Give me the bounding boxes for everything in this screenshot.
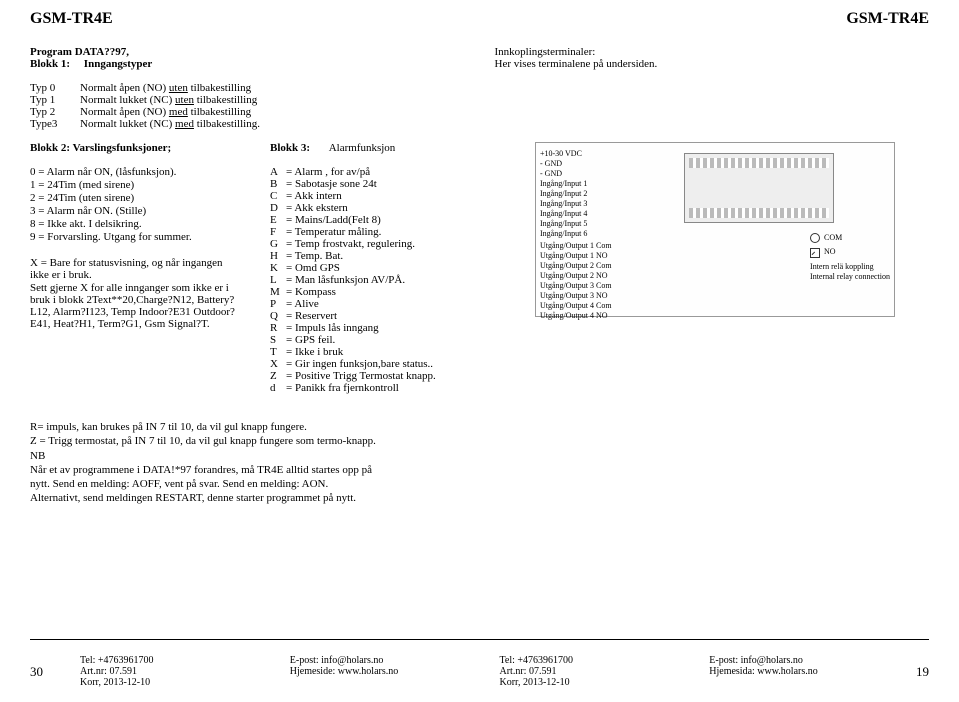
input-types-table: Typ 0Normalt åpen (NO) uten tilbakestill… xyxy=(30,82,465,130)
program-line1: Program DATA??97, xyxy=(30,46,465,58)
blokk3-item: Z= Positive Trigg Termostat knapp. xyxy=(270,370,495,382)
diagram-input-label: +10-30 VDC xyxy=(540,149,587,159)
diagram-output-label: Utgång/Output 3 Com xyxy=(540,281,612,291)
blokk2-line: 1 = 24Tim (med sirene) xyxy=(30,179,240,191)
blokk3-item: E= Mains/Ladd(Felt 8) xyxy=(270,214,495,226)
type-key: Type3 xyxy=(30,118,80,130)
blokk3-item: F= Temperatur måling. xyxy=(270,226,495,238)
diagram-input-label: Ingång/Input 6 xyxy=(540,229,587,239)
innkopling-title: Innkoplingsterminaler: xyxy=(495,46,930,58)
blokk3-item: S= GPS feil. xyxy=(270,334,495,346)
blokk2-line: Sett gjerne X for alle innganger som ikk… xyxy=(30,282,240,330)
blokk2-line: 0 = Alarm når ON, (låsfunksjon). xyxy=(30,166,240,178)
notes-block: R= impuls, kan brukes på IN 7 til 10, da… xyxy=(30,420,550,506)
blokk3-item: C= Akk intern xyxy=(270,190,495,202)
blokk2-line xyxy=(30,244,240,256)
type-val: Normalt åpen (NO) uten tilbakestilling xyxy=(80,82,465,94)
type-key: Typ 2 xyxy=(30,106,80,118)
blokk3-item: L= Man låsfunksjon AV/PÅ. xyxy=(270,274,495,286)
page-num-right: 19 xyxy=(899,664,929,680)
diagram-output-label: Utgång/Output 3 NO xyxy=(540,291,612,301)
diagram-input-label: Ingång/Input 2 xyxy=(540,189,587,199)
device-icon xyxy=(684,153,834,223)
footer-rule xyxy=(30,639,929,640)
diagram-output-label: Utgång/Output 2 NO xyxy=(540,271,612,281)
diagram-input-label: Ingång/Input 5 xyxy=(540,219,587,229)
diagram-output-label: Utgång/Output 4 NO xyxy=(540,311,612,321)
type-val: Normalt åpen (NO) med tilbakestilling xyxy=(80,106,465,118)
blokk3-item: Q= Reservert xyxy=(270,310,495,322)
diagram-output-label: Utgång/Output 1 NO xyxy=(540,251,612,261)
diagram-input-label: Ingång/Input 1 xyxy=(540,179,587,189)
blokk3-item: G= Temp frostvakt, regulering. xyxy=(270,238,495,250)
page-num-left: 30 xyxy=(30,664,60,680)
blokk2-title: Blokk 2: Varslingsfunksjoner; xyxy=(30,142,171,154)
diagram-input-label: Ingång/Input 4 xyxy=(540,209,587,219)
header-left: GSM-TR4E xyxy=(30,10,113,28)
type-key: Typ 0 xyxy=(30,82,80,94)
header-right: GSM-TR4E xyxy=(846,10,929,28)
blokk2-line: 9 = Forvarsling. Utgang for summer. xyxy=(30,231,240,243)
blokk2-line: X = Bare for statusvisning, og når ingan… xyxy=(30,257,240,281)
blokk2-line: 2 = 24Tim (uten sirene) xyxy=(30,192,240,204)
blokk3-item: D= Akk ekstern xyxy=(270,202,495,214)
blokk3-body: A= Alarm , for av/påB= Sabotasje sone 24… xyxy=(270,166,495,394)
diagram-input-label: - GND xyxy=(540,159,587,169)
blokk3-item: T= Ikke i bruk xyxy=(270,346,495,358)
footer: 30 Tel: +4763961700 Art.nr: 07.591 Korr,… xyxy=(0,655,959,688)
blokk3-item: K= Omd GPS xyxy=(270,262,495,274)
blokk3-item: H= Temp. Bat. xyxy=(270,250,495,262)
blokk3-item: A= Alarm , for av/på xyxy=(270,166,495,178)
blokk3-item: X= Gir ingen funksjon,bare status.. xyxy=(270,358,495,370)
blokk3-item: P= Alive xyxy=(270,298,495,310)
blokk2-line: 3 = Alarm når ON. (Stille) xyxy=(30,205,240,217)
diagram-input-label: Ingång/Input 3 xyxy=(540,199,587,209)
type-key: Typ 1 xyxy=(30,94,80,106)
blokk3-item: d= Panikk fra fjernkontroll xyxy=(270,382,495,394)
blokk3-item: R= Impuls lås inngang xyxy=(270,322,495,334)
terminal-diagram: +10-30 VDC- GND- GNDIngång/Input 1Ingång… xyxy=(535,142,895,317)
type-val: Normalt lukket (NC) med tilbakestilling. xyxy=(80,118,465,130)
type-val: Normalt lukket (NC) uten tilbakestilling xyxy=(80,94,465,106)
blokk2-line: 8 = Ikke akt. I delsikring. xyxy=(30,218,240,230)
diagram-output-label: Utgång/Output 1 Com xyxy=(540,241,612,251)
blokk3-item: M= Kompass xyxy=(270,286,495,298)
blokk3-title: Blokk 3: Alarmfunksjon xyxy=(270,142,495,154)
innkopling-sub: Her vises terminalene på undersiden. xyxy=(495,58,930,70)
blokk2-body: 0 = Alarm når ON, (låsfunksjon).1 = 24Ti… xyxy=(30,166,240,330)
blokk1-title: Blokk 1: Inngangstyper xyxy=(30,58,465,70)
blokk3-item: B= Sabotasje sone 24t xyxy=(270,178,495,190)
diagram-output-label: Utgång/Output 4 Com xyxy=(540,301,612,311)
diagram-input-label: - GND xyxy=(540,169,587,179)
diagram-output-label: Utgång/Output 2 Com xyxy=(540,261,612,271)
